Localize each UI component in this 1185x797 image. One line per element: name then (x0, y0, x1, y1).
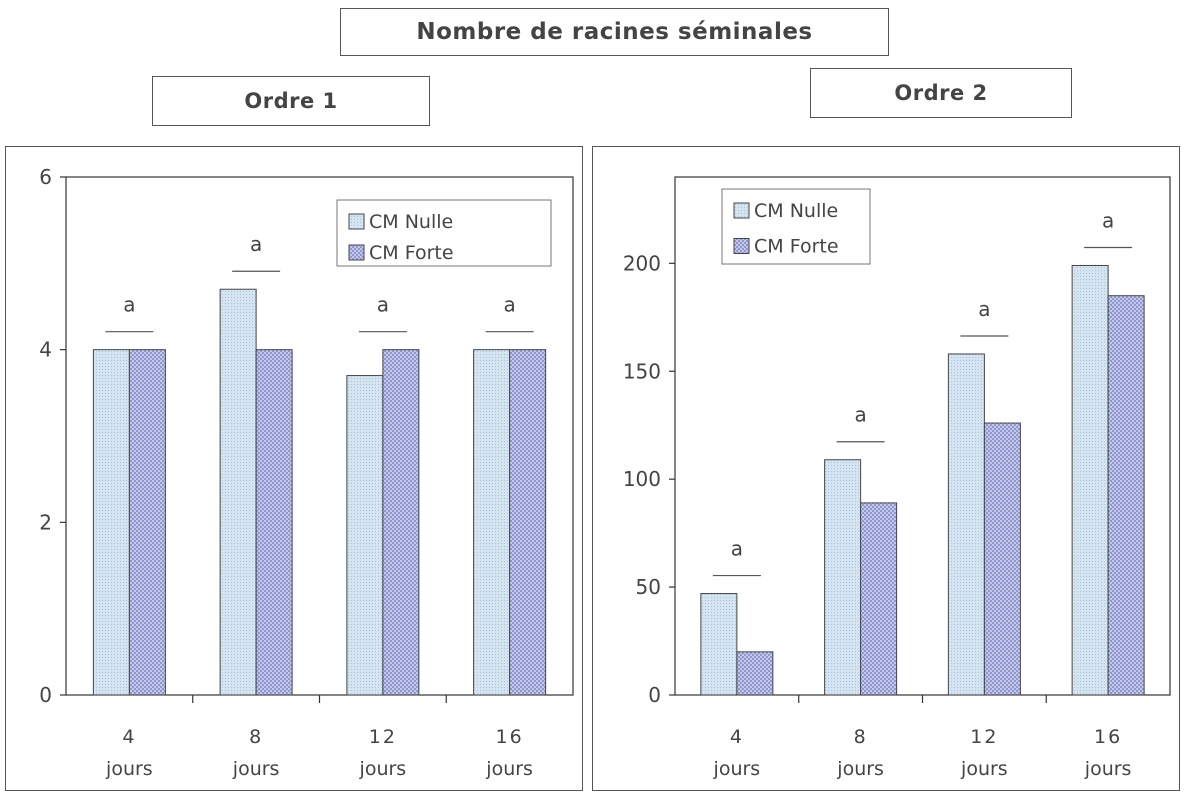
y-tick-label: 0 (648, 683, 661, 707)
significance-label: a (1102, 208, 1114, 232)
bar-cm-forte (860, 502, 898, 696)
y-tick-label: 2 (39, 510, 52, 534)
legend-label: CM Nulle (369, 211, 453, 233)
significance-label: a (854, 403, 866, 427)
y-tick-label: 150 (623, 359, 661, 383)
x-tick-label: 12 (970, 726, 998, 748)
bar-cm-forte (983, 422, 1021, 696)
legend-swatch (348, 213, 365, 230)
x-tick-label-unit: jours (713, 758, 761, 780)
x-tick-label-unit: jours (359, 758, 407, 780)
bar-cm-nulle (700, 593, 738, 696)
bar-cm-nulle (1071, 264, 1109, 696)
bar-cm-nulle (92, 349, 130, 696)
bar-cm-forte (736, 651, 774, 696)
x-tick-label-unit: jours (485, 758, 533, 780)
significance-label: a (250, 232, 262, 256)
x-tick-label: 4 (730, 726, 744, 748)
x-tick-label: 16 (496, 726, 524, 748)
bar-cm-nulle (346, 375, 384, 696)
y-tick-label: 4 (39, 338, 52, 362)
legend-swatch (733, 238, 750, 254)
x-tick-label: 8 (249, 726, 263, 748)
significance-label: a (731, 537, 743, 561)
y-tick-label: 100 (623, 467, 661, 491)
x-tick-label-unit: jours (960, 758, 1008, 780)
ordre2-title: Ordre 2 (810, 68, 1072, 118)
significance-label: a (123, 293, 135, 317)
y-tick-label: 50 (636, 575, 661, 599)
bar-cm-nulle (473, 349, 511, 696)
legend-label: CM Nulle (754, 200, 838, 222)
bar-cm-forte (255, 349, 293, 696)
ordre1-title: Ordre 1 (152, 76, 430, 126)
x-tick-label: 4 (122, 726, 136, 748)
y-tick-label: 0 (39, 683, 52, 707)
bar-cm-forte (1107, 295, 1145, 696)
bar-cm-forte (509, 349, 547, 696)
x-tick-label: 12 (369, 726, 397, 748)
legend-swatch (348, 244, 365, 261)
legend-box (336, 199, 552, 267)
bar-cm-nulle (947, 353, 985, 696)
bar-cm-nulle (824, 459, 862, 696)
bar-cm-forte (128, 349, 166, 696)
significance-label: a (978, 297, 990, 321)
y-tick-label: 200 (623, 251, 661, 275)
significance-label: a (377, 293, 389, 317)
x-tick-label: 16 (1094, 726, 1122, 748)
legend-label: CM Forte (369, 242, 454, 264)
x-tick-label-unit: jours (1084, 758, 1132, 780)
significance-label: a (503, 293, 515, 317)
bar-cm-forte (382, 349, 420, 696)
x-tick-label: 8 (854, 726, 868, 748)
bar-cm-nulle (219, 288, 257, 696)
legend-swatch (733, 202, 750, 219)
y-tick-label: 6 (39, 165, 52, 189)
x-tick-label-unit: jours (836, 758, 884, 780)
legend-label: CM Forte (754, 236, 839, 258)
main-title: Nombre de racines séminales (340, 8, 889, 56)
x-tick-label-unit: jours (105, 758, 153, 780)
x-tick-label-unit: jours (232, 758, 280, 780)
